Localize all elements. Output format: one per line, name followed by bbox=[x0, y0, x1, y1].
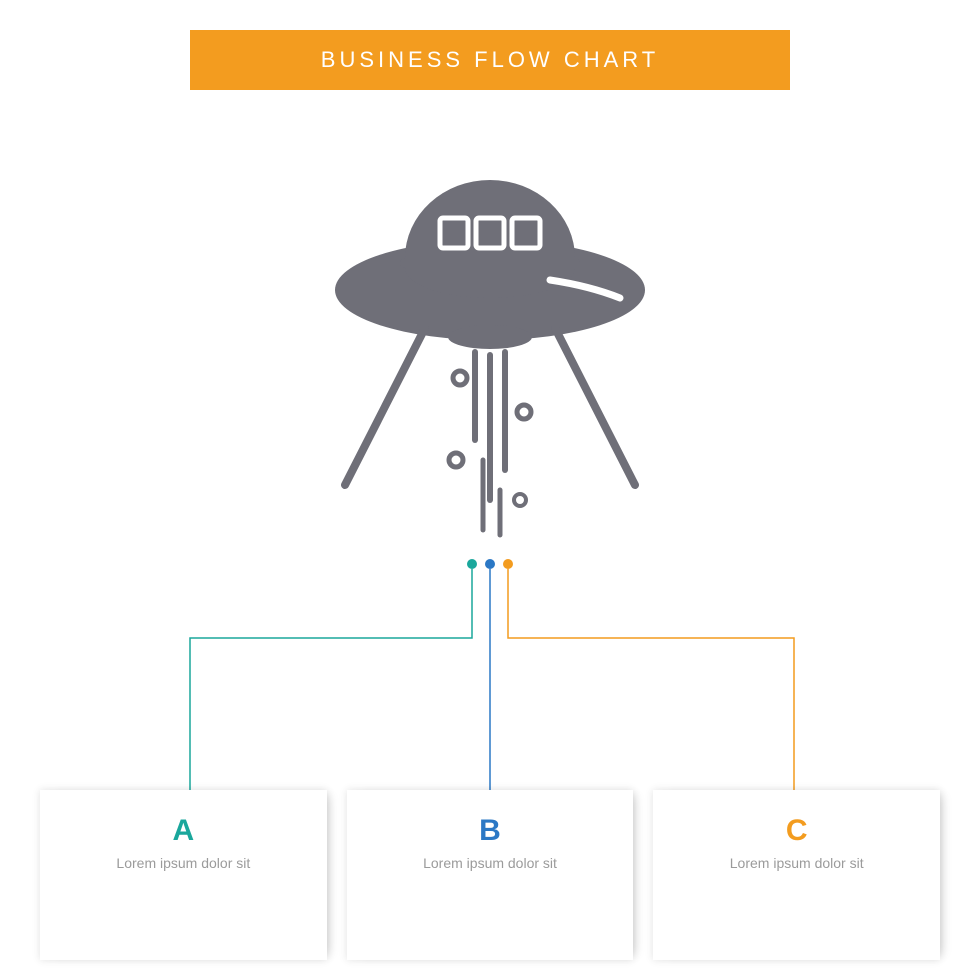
connector-line-a bbox=[190, 569, 472, 790]
flow-connectors bbox=[0, 558, 980, 790]
connector-dot-b bbox=[485, 559, 495, 569]
card-body: Lorem ipsum dolor sit bbox=[62, 854, 305, 873]
card-letter: B bbox=[369, 814, 612, 848]
card-row: A Lorem ipsum dolor sit B Lorem ipsum dolor… bbox=[40, 790, 940, 960]
card-a: A Lorem ipsum dolor sit bbox=[40, 790, 327, 960]
title-bar: BUSINESS FLOW CHART bbox=[190, 30, 790, 90]
card-body: Lorem ipsum dolor sit bbox=[369, 854, 612, 873]
card-letter: A bbox=[62, 814, 305, 848]
ufo-icon bbox=[310, 140, 670, 540]
connector-line-c bbox=[508, 569, 794, 790]
card-b: B Lorem ipsum dolor sit bbox=[347, 790, 634, 960]
card-letter: C bbox=[675, 814, 918, 848]
connector-dot-a bbox=[467, 559, 477, 569]
title-text: BUSINESS FLOW CHART bbox=[321, 47, 659, 73]
infographic-stage: BUSINESS FLOW CHART bbox=[0, 0, 980, 980]
card-c: C Lorem ipsum dolor sit bbox=[653, 790, 940, 960]
connector-dot-c bbox=[503, 559, 513, 569]
card-body: Lorem ipsum dolor sit bbox=[675, 854, 918, 873]
